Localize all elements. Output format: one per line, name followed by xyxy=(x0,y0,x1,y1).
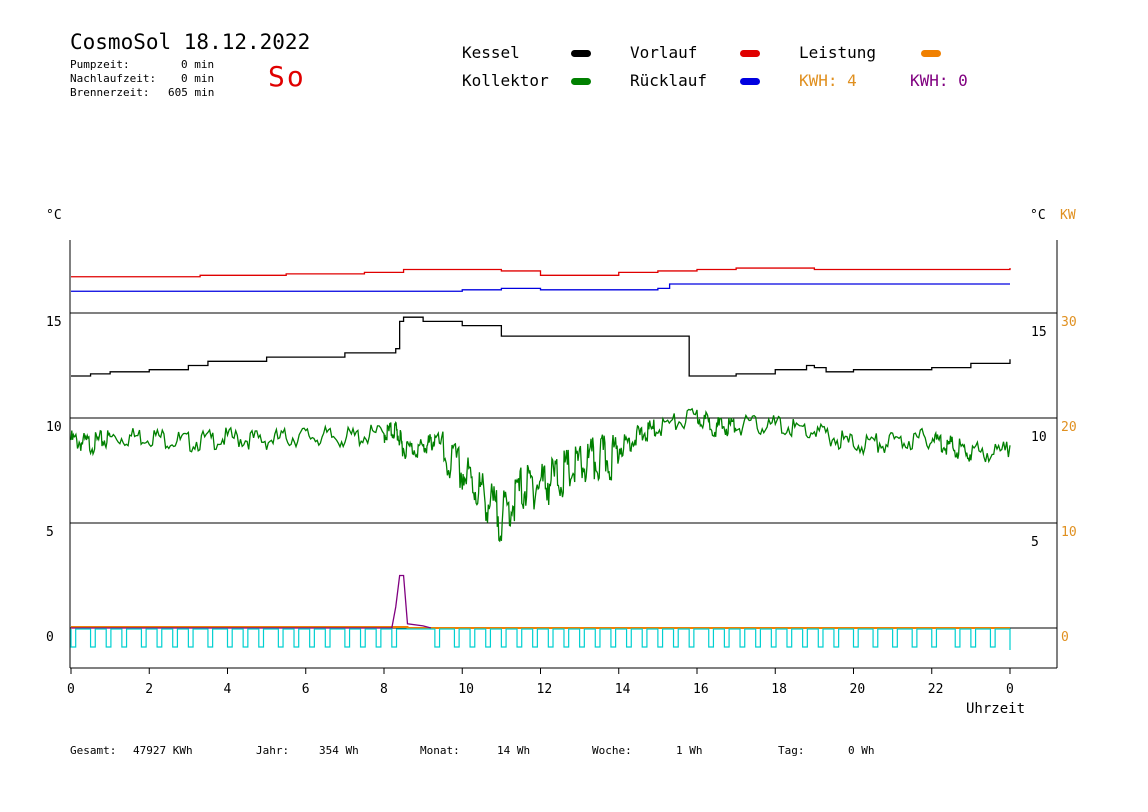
legend-ruecklauf-swatch xyxy=(740,78,760,85)
series-2-line xyxy=(71,316,1011,377)
x-tick-label-9: 18 xyxy=(771,682,787,697)
footer-tag-value: 0 Wh xyxy=(848,744,875,757)
series-3-line xyxy=(70,407,1011,543)
legend-kollektor-label: Kollektor xyxy=(462,71,549,90)
stat-brennerzeit-value: 605 min xyxy=(168,86,215,99)
y-tick-left-10: 10 xyxy=(46,420,62,435)
stat-brennerzeit-label: Brennerzeit: xyxy=(70,86,150,99)
stat-nachlaufzeit-value: 0 min xyxy=(181,72,215,85)
stat-pumpzeit-label: Pumpzeit: xyxy=(70,58,130,71)
page-title: CosmoSol 18.12.2022 xyxy=(70,30,311,54)
y-tick-left-5: 5 xyxy=(46,525,54,540)
footer-monat-value: 14 Wh xyxy=(497,744,531,757)
series-5-line xyxy=(71,574,432,629)
y-tick-right-kw-10: 10 xyxy=(1061,525,1077,540)
legend-vorlauf-swatch xyxy=(740,50,760,57)
x-tick-label-10: 20 xyxy=(850,682,866,697)
legend-leistung-swatch xyxy=(921,50,941,57)
left-axis-unit: °C xyxy=(46,208,62,223)
stat-pumpzeit-value: 0 min xyxy=(181,58,215,71)
y-tick-right-c-10: 10 xyxy=(1031,430,1047,445)
y-tick-left-0: 0 xyxy=(46,630,54,645)
x-tick-label-6: 12 xyxy=(537,682,553,697)
legend-kwh2-label: KWH: 0 xyxy=(910,71,968,90)
weekday-label: So xyxy=(268,60,306,93)
x-tick-label-12: 0 xyxy=(1006,682,1014,697)
x-tick-label-11: 22 xyxy=(928,682,944,697)
right-axis-unit-kw: KW xyxy=(1060,208,1076,223)
y-tick-left-15: 15 xyxy=(46,315,62,330)
footer-tag-label: Tag: xyxy=(778,744,805,757)
pump-pulse-line xyxy=(70,628,1011,650)
right-axis-unit: °C xyxy=(1030,208,1046,223)
series-1-line xyxy=(71,283,1010,292)
y-tick-right-c-15: 15 xyxy=(1031,325,1047,340)
x-tick-label-3: 6 xyxy=(302,682,310,697)
x-axis-label: Uhrzeit xyxy=(966,701,1026,717)
x-tick-label-4: 8 xyxy=(380,682,388,697)
y-tick-right-c-5: 5 xyxy=(1031,535,1039,550)
footer-jahr-label: Jahr: xyxy=(256,744,290,757)
legend-vorlauf-label: Vorlauf xyxy=(630,43,698,62)
legend-kessel-swatch xyxy=(571,50,591,57)
footer-monat-label: Monat: xyxy=(420,744,460,757)
series-4-line xyxy=(71,625,1010,629)
footer-woche-value: 1 Wh xyxy=(676,744,703,757)
legend-leistung-label: Leistung xyxy=(799,43,877,62)
stat-nachlaufzeit-label: Nachlaufzeit: xyxy=(70,72,157,85)
x-tick-label-1: 2 xyxy=(145,682,153,697)
series-0-line xyxy=(71,267,1011,278)
footer-woche-label: Woche: xyxy=(592,744,632,757)
x-tick-label-2: 4 xyxy=(224,682,232,697)
x-tick-label-0: 0 xyxy=(67,682,75,697)
footer-gesamt-label: Gesamt: xyxy=(70,744,117,757)
x-tick-label-8: 16 xyxy=(693,682,709,697)
x-tick-label-5: 10 xyxy=(458,682,474,697)
y-tick-right-kw-0: 0 xyxy=(1061,630,1069,645)
x-tick-label-7: 14 xyxy=(615,682,631,697)
footer-gesamt-value: 47927 KWh xyxy=(133,744,193,757)
y-tick-right-kw-30: 30 xyxy=(1061,315,1077,330)
y-tick-right-kw-20: 20 xyxy=(1061,420,1077,435)
legend-ruecklauf-label: Rücklauf xyxy=(630,71,708,90)
legend-kessel-label: Kessel xyxy=(462,43,520,62)
legend-kwh1-label: KWH: 4 xyxy=(799,71,857,90)
legend-kollektor-swatch xyxy=(571,78,591,85)
footer-jahr-value: 354 Wh xyxy=(319,744,359,757)
